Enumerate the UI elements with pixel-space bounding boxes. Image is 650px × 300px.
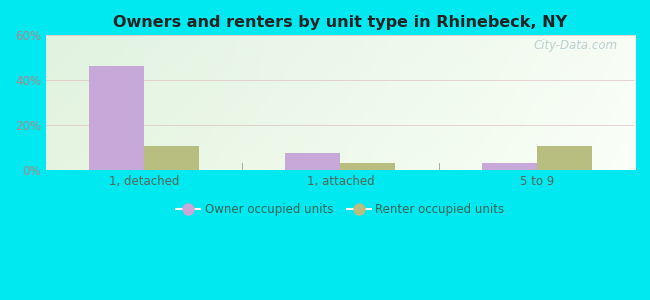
Bar (482, 163, 537, 170)
Bar (537, 146, 592, 170)
Bar (341, 163, 395, 170)
Bar (285, 153, 341, 170)
Bar (144, 146, 199, 170)
Text: City-Data.com: City-Data.com (533, 39, 618, 52)
Bar (89, 66, 144, 170)
Legend: Owner occupied units, Renter occupied units: Owner occupied units, Renter occupied un… (172, 198, 510, 220)
Title: Owners and renters by unit type in Rhinebeck, NY: Owners and renters by unit type in Rhine… (113, 15, 567, 30)
